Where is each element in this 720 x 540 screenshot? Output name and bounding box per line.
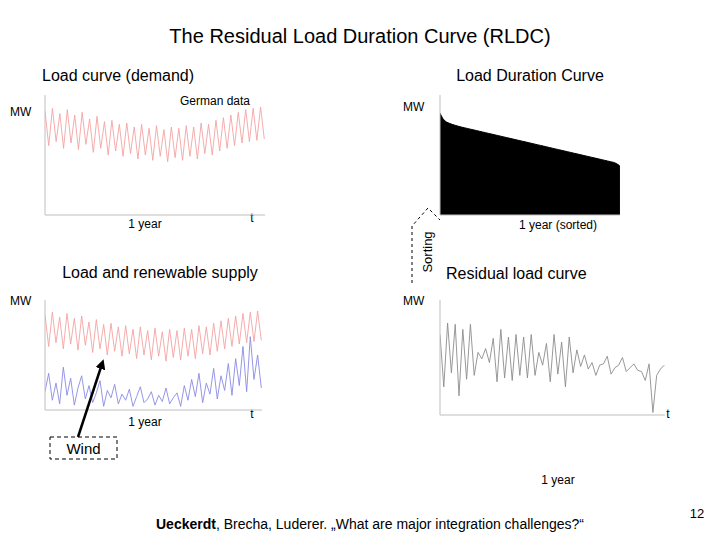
chart: Residual load curve MW 1 year t bbox=[403, 265, 670, 487]
chart: Load Duration Curve MW 1 year (sorted) bbox=[403, 67, 620, 232]
plot-area bbox=[440, 113, 619, 215]
wind-callout: Wind bbox=[50, 364, 117, 459]
chart: Load curve (demand) German data MW 1 year t bbox=[10, 67, 265, 231]
line-series bbox=[45, 311, 261, 361]
sorting-label: Sorting bbox=[420, 231, 435, 272]
line-series bbox=[45, 337, 261, 407]
x-axis-label: 1 year bbox=[128, 217, 161, 231]
x-axis-end-label: t bbox=[250, 407, 254, 421]
chart-title: Load Duration Curve bbox=[456, 67, 604, 84]
x-axis-end-label: t bbox=[250, 211, 254, 225]
y-axis-line bbox=[440, 95, 441, 215]
plot-area bbox=[440, 323, 664, 412]
y-axis-label: MW bbox=[403, 100, 425, 114]
x-axis-label: 1 year (sorted) bbox=[519, 218, 597, 232]
y-axis-line bbox=[45, 95, 46, 215]
citation-rest: , Brecha, Luderer. „What are major integ… bbox=[216, 516, 584, 532]
x-axis-line bbox=[45, 215, 265, 216]
x-axis-end-label: t bbox=[666, 407, 670, 421]
chart-title: Load and renewable supply bbox=[62, 264, 258, 281]
callout-box bbox=[50, 437, 117, 459]
sorting-indicator: Sorting bbox=[412, 208, 440, 283]
y-axis-label: MW bbox=[403, 294, 425, 308]
citation: Ueckerdt, Brecha, Luderer. „What are maj… bbox=[156, 516, 584, 532]
chart-subtitle: German data bbox=[180, 94, 250, 108]
slide-title: The Residual Load Duration Curve (RLDC) bbox=[169, 25, 550, 47]
callout-label: Wind bbox=[66, 440, 100, 457]
x-axis-line bbox=[440, 415, 665, 416]
y-axis-label: MW bbox=[10, 105, 32, 119]
chart-title: Residual load curve bbox=[446, 265, 587, 282]
y-axis-line bbox=[440, 300, 441, 415]
sorting-bracket bbox=[412, 208, 440, 283]
area-series bbox=[440, 113, 619, 215]
y-axis-line bbox=[45, 300, 46, 410]
x-axis-line bbox=[45, 410, 262, 411]
callout-arrow bbox=[78, 364, 102, 437]
x-axis-label: 1 year bbox=[541, 473, 574, 487]
chart: Load and renewable supply MW 1 year t bbox=[10, 264, 262, 429]
plot-area bbox=[45, 107, 264, 162]
plot-area bbox=[45, 311, 261, 406]
slide: The Residual Load Duration Curve (RLDC) L… bbox=[0, 0, 720, 540]
chart-title: Load curve (demand) bbox=[42, 67, 194, 84]
line-series bbox=[440, 323, 664, 412]
slide-canvas: The Residual Load Duration Curve (RLDC) L… bbox=[0, 0, 720, 540]
y-axis-label: MW bbox=[10, 294, 32, 308]
x-axis-line bbox=[440, 215, 620, 216]
line-series bbox=[45, 107, 264, 162]
citation-lead: Ueckerdt bbox=[156, 516, 216, 532]
x-axis-label: 1 year bbox=[128, 415, 161, 429]
page-number: 12 bbox=[690, 506, 704, 521]
